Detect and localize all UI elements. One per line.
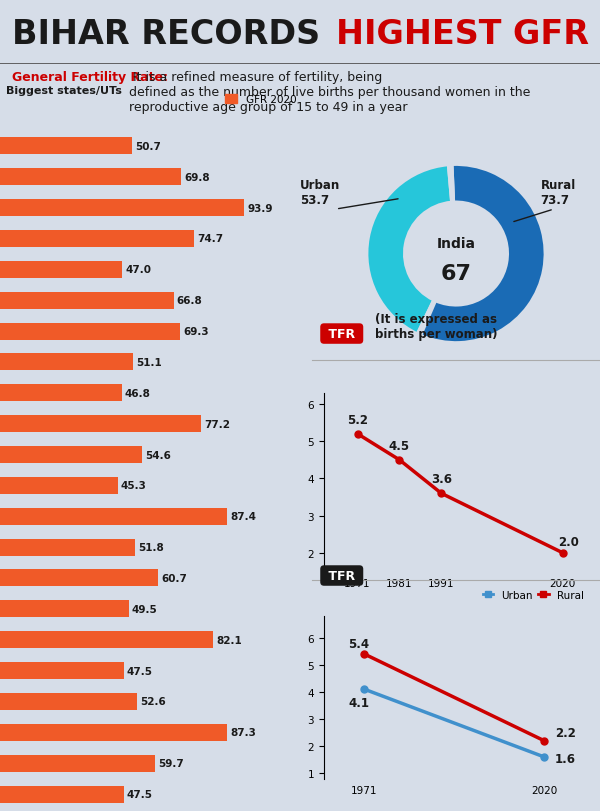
Text: 47.0: 47.0 [125,265,151,275]
Bar [0,230,194,247]
Text: 66.8: 66.8 [177,296,203,306]
Text: 82.1: 82.1 [217,635,242,645]
Text: (It is expressed as
births per woman): (It is expressed as births per woman) [375,313,497,341]
Bar [0,508,227,525]
Bar [0,570,158,586]
Wedge shape [418,301,436,336]
Text: 4.1: 4.1 [348,696,369,709]
Bar [0,138,132,155]
Text: 47.5: 47.5 [127,789,152,799]
Text: General Fertility Rate:: General Fertility Rate: [12,71,168,84]
Wedge shape [367,165,452,334]
Text: 87.3: 87.3 [230,727,256,737]
Text: 69.8: 69.8 [185,173,210,182]
Text: 93.9: 93.9 [247,204,273,213]
Text: Rural
73.7: Rural 73.7 [541,178,576,207]
Text: 51.8: 51.8 [138,543,164,552]
Text: TFR: TFR [324,569,359,582]
Text: HIGHEST GFR: HIGHEST GFR [336,18,589,51]
Text: 5.4: 5.4 [348,637,370,650]
Bar [0,354,133,371]
Bar [0,200,244,217]
Bar [0,724,227,741]
Text: 60.7: 60.7 [161,573,187,583]
Bar [0,292,173,309]
Wedge shape [448,165,454,203]
Text: 1.6: 1.6 [555,753,576,766]
Bar [0,169,181,186]
Text: 3.6: 3.6 [431,473,452,486]
Bar [0,632,214,649]
Text: 2.2: 2.2 [555,727,576,740]
Text: 51.1: 51.1 [136,358,162,367]
Text: 59.7: 59.7 [158,758,184,768]
Bar [0,385,122,401]
Text: 49.5: 49.5 [132,604,158,614]
Bar [0,601,129,617]
Text: 67: 67 [440,264,472,284]
Text: 47.5: 47.5 [127,666,152,676]
Text: 87.4: 87.4 [230,512,256,521]
Text: TFR: TFR [324,328,359,341]
Bar [0,324,180,340]
Text: 69.3: 69.3 [184,327,209,337]
Bar [0,786,124,803]
Bar [0,539,134,556]
Text: 52.6: 52.6 [140,697,166,706]
Bar [0,261,122,278]
Text: 54.6: 54.6 [145,450,171,460]
Text: India: India [437,237,476,251]
Text: 77.2: 77.2 [204,419,230,429]
Text: BIHAR RECORDS: BIHAR RECORDS [12,18,332,51]
Text: 50.7: 50.7 [135,142,161,152]
Wedge shape [421,165,545,343]
Text: 4.5: 4.5 [389,440,410,453]
Bar [0,478,118,494]
Legend: GFR 2020: GFR 2020 [221,91,301,109]
Text: Biggest states/UTs: Biggest states/UTs [6,86,122,96]
Text: 5.2: 5.2 [347,413,368,426]
Legend: Urban, Rural: Urban, Rural [479,586,588,604]
Text: 2.0: 2.0 [558,535,579,548]
Text: It is a refined measure of fertility, being
defined as the number of live births: It is a refined measure of fertility, be… [129,71,530,114]
Text: Urban
53.7: Urban 53.7 [300,178,340,207]
Bar [0,693,137,710]
Text: 46.8: 46.8 [125,388,151,398]
Bar [0,755,155,772]
Text: 45.3: 45.3 [121,481,147,491]
Text: 74.7: 74.7 [197,234,223,244]
Bar [0,663,124,680]
Bar [0,447,142,463]
Bar [0,416,201,432]
